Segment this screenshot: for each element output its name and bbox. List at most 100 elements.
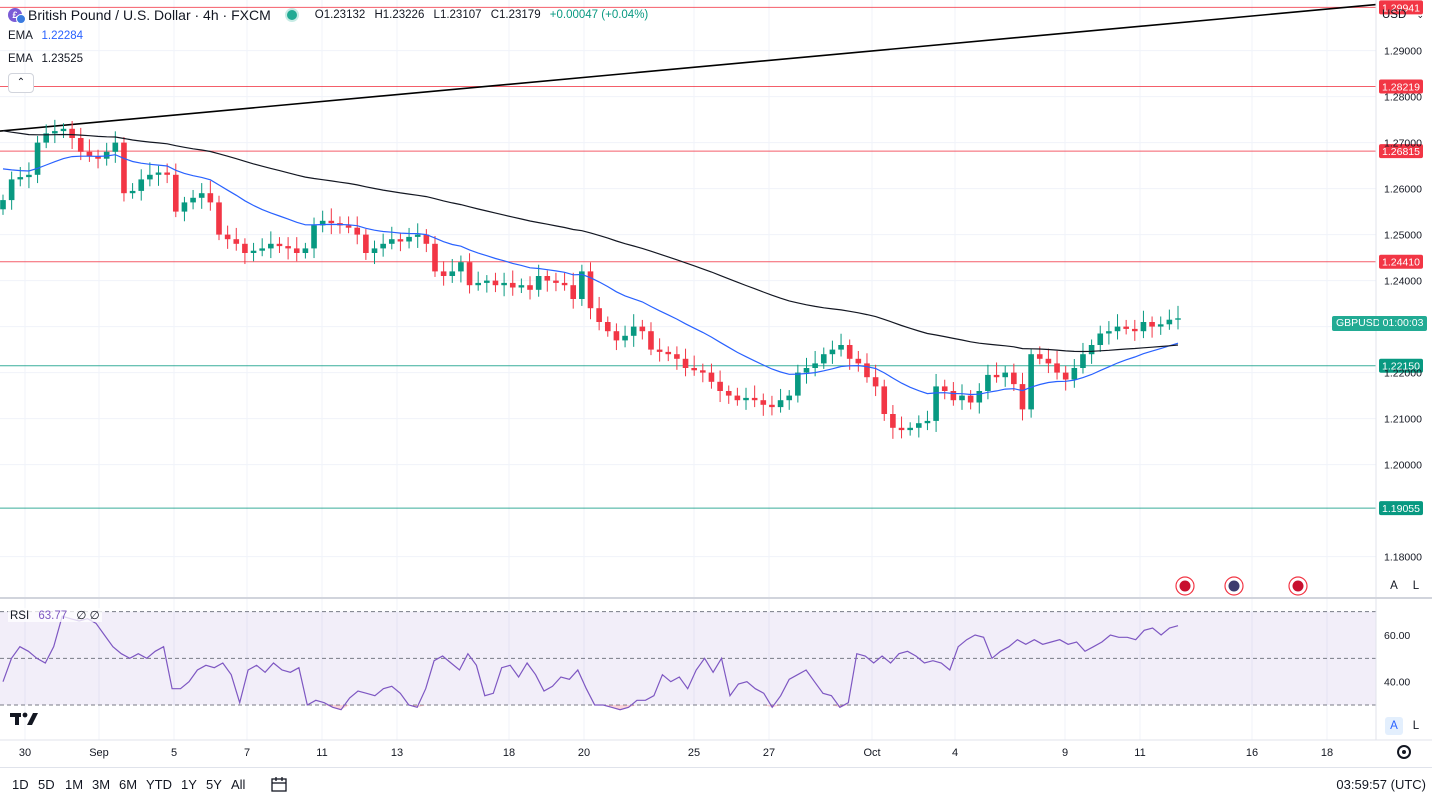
- candle-body: [604, 322, 611, 332]
- candle-body: [898, 427, 905, 431]
- candle-body: [311, 225, 317, 249]
- ema-fast-value: 1.22284: [41, 30, 84, 42]
- candle-body: [1106, 331, 1112, 334]
- candle-body: [890, 414, 896, 428]
- log-scale-button[interactable]: L: [1412, 580, 1420, 592]
- uk-flag-icon-center: [1179, 580, 1191, 592]
- range-3m-button[interactable]: 3M: [92, 777, 111, 792]
- candle-body: [112, 142, 119, 152]
- chart-title[interactable]: British Pound / U.S. Dollar · 4h · FXCM: [28, 7, 271, 23]
- candle-body: [743, 397, 749, 401]
- rsi-log-scale-button[interactable]: L: [1412, 720, 1420, 732]
- candle-body: [630, 326, 637, 336]
- level-price-tag: [1379, 79, 1423, 94]
- ema-slow-legend[interactable]: EMA 1.23525: [8, 53, 83, 65]
- candle-body: [622, 335, 628, 341]
- symbol-price-tag: GBPUSD: [1332, 316, 1385, 331]
- range-1y-button[interactable]: 1Y: [181, 777, 197, 792]
- candle-body: [682, 358, 689, 368]
- goto-date-icon[interactable]: [270, 775, 288, 793]
- candle-body: [1045, 358, 1052, 364]
- candlesticks: [0, 119, 1308, 596]
- candle-body: [553, 280, 559, 283]
- candle-body: [449, 271, 456, 276]
- collapse-legend-button[interactable]: ⌃: [8, 73, 34, 93]
- candle-body: [475, 282, 481, 286]
- candle-body: [43, 133, 50, 143]
- rsi-label: RSI: [10, 610, 30, 622]
- price-tick-label: 1.29000: [1384, 46, 1422, 58]
- time-tick-label: 11: [1134, 747, 1145, 759]
- settings-gear-icon[interactable]: [1397, 745, 1411, 759]
- price-tick-label: 1.21000: [1384, 414, 1422, 426]
- candle-body: [466, 262, 473, 286]
- candle-body: [1114, 326, 1121, 332]
- range-1m-button[interactable]: 1M: [65, 777, 84, 792]
- candle-body: [388, 239, 395, 244]
- candle-body: [276, 243, 283, 247]
- price-tick-label: 1.27000: [1384, 138, 1422, 150]
- candle-body: [751, 397, 758, 401]
- range-ytd-button[interactable]: YTD: [146, 777, 172, 792]
- candle-body: [777, 400, 784, 408]
- bottom-toolbar: 1D 5D 1M 3M 6M YTD 1Y 5Y All 03:59:57 (U…: [0, 767, 1432, 802]
- rsi-auto-scale-button[interactable]: A: [1385, 717, 1403, 735]
- candle-body: [846, 345, 853, 359]
- candle-body: [147, 174, 153, 180]
- time-tick-label: Oct: [863, 747, 880, 759]
- uk-flag-icon-center: [1292, 580, 1304, 592]
- tradingview-logo-icon[interactable]: [10, 710, 40, 728]
- ema-lines: [2, 130, 1179, 396]
- time-axis[interactable]: 30 Sep 5 7 11 13 18 20 25 27 Oct 4 9 11 16 18: [19, 747, 1333, 759]
- price-tick-label: 1.28000: [1384, 92, 1422, 104]
- candle-body: [700, 370, 706, 373]
- ema-fast-label: EMA: [8, 30, 33, 42]
- candle-body: [17, 177, 24, 180]
- candle-body: [916, 423, 922, 428]
- price-tick-label: 1.18000: [1384, 552, 1422, 564]
- range-5y-button[interactable]: 5Y: [206, 777, 222, 792]
- candle-body: [285, 246, 291, 249]
- range-5d-button[interactable]: 5D: [38, 777, 55, 792]
- candle-body: [302, 248, 309, 253]
- candle-body: [224, 234, 231, 240]
- range-1d-button[interactable]: 1D: [12, 777, 29, 792]
- market-open-icon[interactable]: [284, 8, 299, 22]
- time-tick-label: 5: [171, 747, 177, 759]
- currency-selector[interactable]: USD ⌄: [1378, 6, 1428, 24]
- currency-pair-icon: £: [8, 8, 26, 24]
- candle-body: [1166, 319, 1173, 325]
- price-tick-label: 1.22000: [1384, 368, 1422, 380]
- candle-body: [77, 138, 84, 152]
- candle-body: [613, 331, 620, 341]
- candle-body: [103, 151, 110, 159]
- grid: [0, 0, 1376, 740]
- candle-body: [233, 239, 240, 244]
- candle-body: [52, 131, 58, 134]
- candle-body: [518, 285, 525, 288]
- time-tick-label: 30: [19, 747, 31, 759]
- candle-body: [363, 234, 369, 253]
- candle-body: [371, 248, 378, 253]
- range-6m-button[interactable]: 6M: [119, 777, 138, 792]
- candle-body: [812, 363, 818, 368]
- utc-clock[interactable]: 03:59:57 (UTC): [1336, 777, 1426, 792]
- candle-body: [570, 285, 577, 299]
- candle-body: [717, 381, 723, 391]
- time-tick-label: 7: [244, 747, 250, 759]
- candle-body: [769, 404, 775, 408]
- ema-slow-value: 1.23525: [41, 53, 84, 65]
- ema-fast-legend[interactable]: EMA 1.22284: [8, 30, 83, 42]
- auto-scale-button[interactable]: A: [1390, 580, 1398, 592]
- level-price-tag: [1379, 358, 1423, 373]
- time-tick-label: 13: [391, 747, 403, 759]
- candle-body: [596, 308, 602, 322]
- candle-body: [423, 234, 430, 244]
- range-all-button[interactable]: All: [231, 777, 246, 792]
- candle-body: [1088, 345, 1095, 355]
- trading-chart[interactable]: 1.29941 1.28219 1.26815 1.24410 1.22150 1.190…: [0, 0, 1432, 767]
- candle-body: [1071, 368, 1078, 380]
- rsi-legend[interactable]: RSI 63.77 ∅ ∅: [8, 608, 102, 622]
- candle-body: [924, 420, 931, 424]
- rsi-line: [2, 615, 1179, 711]
